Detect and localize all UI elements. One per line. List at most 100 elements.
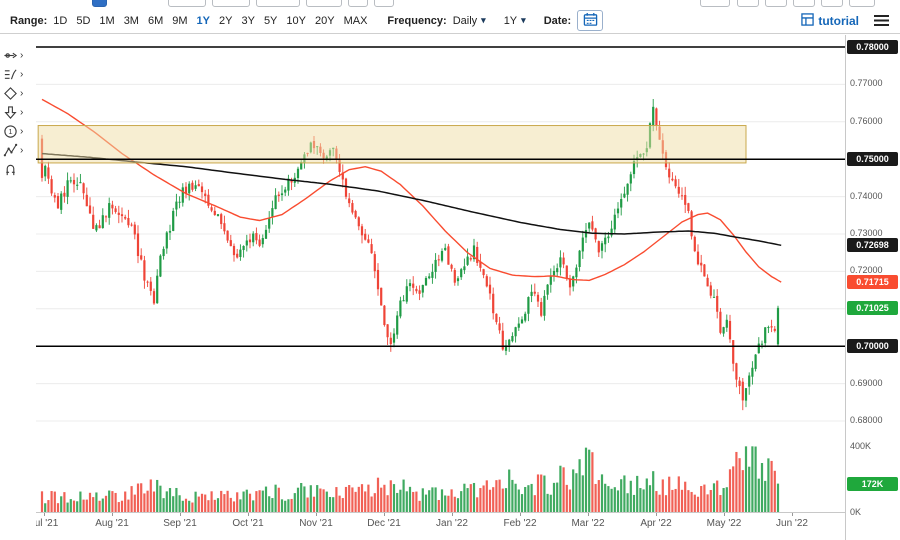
candle — [149, 281, 152, 291]
volume-bar — [607, 486, 610, 512]
candle — [632, 160, 636, 175]
date-picker-button[interactable] — [577, 10, 604, 31]
volume-bar — [488, 489, 492, 512]
month-tick — [248, 513, 249, 516]
volume-axis-max: 400K — [850, 441, 872, 451]
volume-bar — [408, 486, 412, 512]
candle — [527, 297, 530, 314]
volume-bar — [556, 482, 559, 512]
candle — [415, 288, 418, 292]
volume-bar — [156, 479, 159, 512]
candle — [168, 230, 172, 233]
volume-bar — [290, 498, 293, 512]
ma-black-line[interactable] — [41, 152, 782, 247]
frequency-dropdown[interactable]: Daily ▾ — [453, 15, 486, 27]
number-label-tool[interactable]: 1 › — [3, 122, 36, 141]
price-chart[interactable] — [36, 35, 845, 437]
candle — [543, 295, 546, 316]
menu-icon[interactable] — [873, 14, 890, 27]
range-1d[interactable]: 1D — [53, 14, 68, 27]
volume-bar — [303, 486, 306, 512]
range-6m[interactable]: 6M — [147, 14, 164, 27]
range-max[interactable]: MAX — [343, 14, 368, 27]
volume-bar — [396, 492, 399, 512]
range-5y[interactable]: 5Y — [263, 14, 278, 27]
volume-bar — [175, 487, 178, 512]
volume-bar — [655, 491, 658, 512]
candle — [184, 186, 188, 194]
candle — [556, 268, 559, 273]
candle — [98, 225, 101, 229]
candle — [296, 168, 300, 179]
candle — [677, 186, 680, 194]
volume-bar — [712, 483, 716, 512]
indicators-tool[interactable]: › — [3, 65, 36, 84]
candle — [552, 270, 556, 276]
candle — [421, 285, 424, 293]
volume-bar — [415, 491, 418, 512]
price-badge-black: 0.70000 — [847, 339, 898, 354]
candle — [613, 214, 616, 230]
highlight-zone[interactable] — [37, 125, 747, 164]
candle — [437, 259, 440, 261]
volume-bar — [421, 488, 424, 512]
volume-bar — [130, 486, 133, 512]
volume-bar — [364, 491, 367, 512]
ma-red-line[interactable] — [41, 98, 782, 283]
volume-bar — [114, 492, 117, 512]
volume-bar — [728, 469, 732, 512]
candle — [581, 237, 584, 252]
candle — [63, 192, 66, 197]
volume-chart[interactable] — [36, 436, 845, 514]
range-9m[interactable]: 9M — [172, 14, 188, 27]
volume-bar — [399, 489, 402, 512]
volume-bar — [677, 476, 680, 512]
candle — [498, 323, 501, 331]
range-20y[interactable]: 20Y — [314, 14, 335, 27]
volume-bar — [562, 467, 565, 512]
candle — [370, 244, 373, 254]
pattern-tool[interactable]: › — [3, 141, 36, 160]
volume-bar — [466, 488, 469, 512]
candle — [47, 167, 50, 179]
range-3y[interactable]: 3Y — [241, 14, 255, 27]
chevron-right-icon: › — [20, 125, 24, 137]
candle — [392, 333, 396, 343]
range-1m[interactable]: 1M — [99, 14, 115, 27]
volume-bar — [700, 486, 703, 512]
candle — [258, 239, 261, 246]
arrow-annotation-tool[interactable]: › — [3, 103, 36, 122]
magnet-tool[interactable] — [3, 160, 36, 179]
measure-line-tool[interactable]: › — [3, 46, 36, 65]
volume-bar — [245, 489, 248, 512]
candle — [524, 313, 527, 321]
range-10y[interactable]: 10Y — [286, 14, 306, 27]
tutorial-link[interactable]: tutorial — [801, 12, 859, 29]
candle — [620, 199, 623, 208]
month-tick — [384, 513, 385, 516]
volume-bar — [165, 491, 168, 512]
volume-bar — [527, 485, 530, 512]
volume-bar — [597, 480, 600, 512]
range-2y[interactable]: 2Y — [219, 14, 233, 27]
month-label: Mar '22 — [571, 518, 605, 529]
candle — [104, 216, 108, 218]
range-1y[interactable]: 1Y — [196, 14, 210, 27]
candle — [616, 208, 620, 214]
candle — [719, 311, 722, 333]
month-tick — [656, 513, 657, 516]
volume-bar — [264, 486, 268, 512]
candle — [226, 230, 229, 241]
cropped-toolbar-row — [0, 0, 900, 8]
volume-bar — [360, 484, 364, 512]
period-dropdown[interactable]: 1Y ▾ — [504, 15, 526, 27]
volume-bar — [671, 489, 674, 512]
range-5d[interactable]: 5D — [76, 14, 91, 27]
month-label: Sep '21 — [163, 518, 197, 529]
range-3m[interactable]: 3M — [123, 14, 139, 27]
candle — [162, 248, 165, 257]
candle — [268, 217, 271, 229]
volume-bar — [335, 487, 338, 512]
shapes-tool[interactable]: › — [3, 84, 36, 103]
volume-bar — [348, 485, 351, 512]
